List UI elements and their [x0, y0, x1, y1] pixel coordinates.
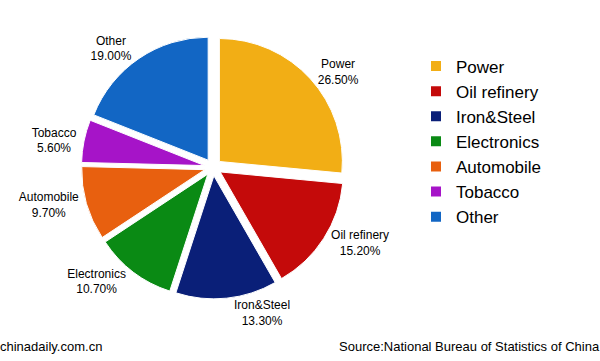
svg-text:Power26.50%: Power26.50%: [318, 57, 359, 87]
svg-text:Tobacco5.60%: Tobacco5.60%: [32, 126, 77, 156]
svg-text:Electronics10.70%: Electronics10.70%: [67, 267, 126, 297]
svg-text:Iron&Steel: Iron&Steel: [456, 108, 535, 127]
svg-text:Oil refinery15.20%: Oil refinery15.20%: [331, 228, 389, 258]
svg-text:Other: Other: [456, 208, 499, 227]
svg-text:Iron&Steel13.30%: Iron&Steel13.30%: [234, 298, 290, 328]
svg-text:Source:National Bureau of Stat: Source:National Bureau of Statistics of …: [339, 339, 600, 354]
svg-text:Power: Power: [456, 58, 505, 77]
svg-text:Oil refinery: Oil refinery: [456, 83, 539, 102]
svg-text:chinadaily.com.cn: chinadaily.com.cn: [0, 339, 102, 354]
svg-text:Automobile: Automobile: [456, 158, 541, 177]
svg-text:Other19.00%: Other19.00%: [91, 34, 132, 64]
svg-text:Tobacco: Tobacco: [456, 183, 519, 202]
svg-text:Electronics: Electronics: [456, 133, 539, 152]
svg-text:Automobile9.70%: Automobile9.70%: [19, 190, 79, 220]
